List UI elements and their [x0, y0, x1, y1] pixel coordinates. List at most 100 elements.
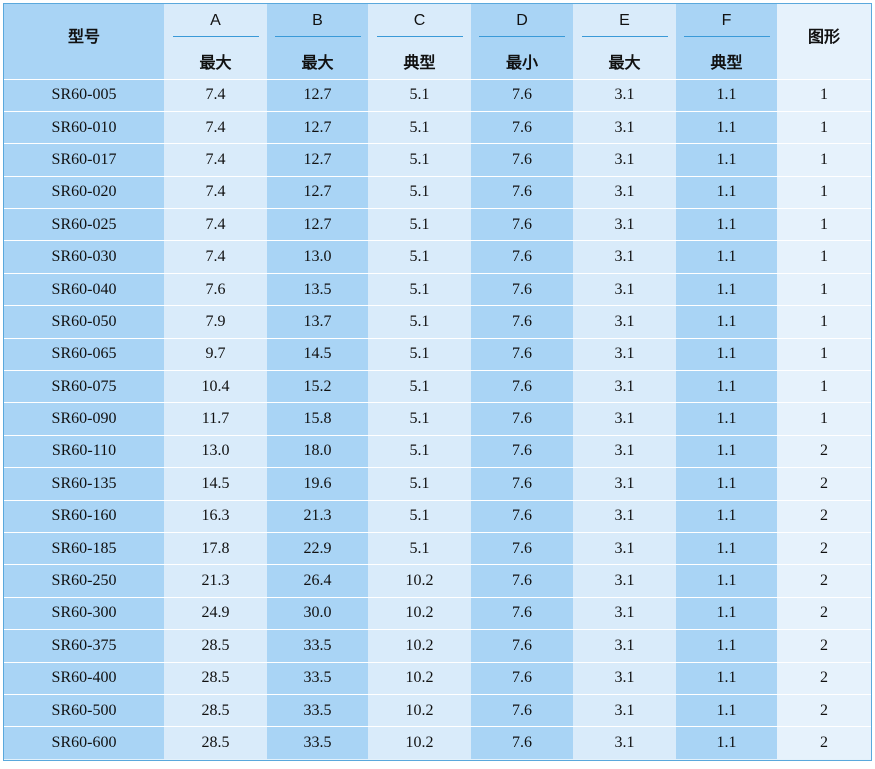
cell-f: 1.1 — [676, 402, 777, 436]
cell-e: 3.1 — [573, 499, 676, 533]
cell-a: 13.0 — [164, 434, 267, 468]
cell-shape: 1 — [777, 305, 871, 339]
cell-c: 10.2 — [368, 564, 471, 598]
cell-d: 7.6 — [471, 370, 573, 403]
cell-e: 3.1 — [573, 434, 676, 468]
cell-f: 1.1 — [676, 208, 777, 241]
cell-d: 7.6 — [471, 693, 573, 727]
cell-d: 7.6 — [471, 661, 573, 695]
cell-a: 21.3 — [164, 564, 267, 598]
table-body: SR60-005 7.4 12.7 5.1 7.6 3.1 1.1 1 SR60-010 7.4 1… — [4, 78, 871, 760]
cell-b: 12.7 — [267, 208, 368, 241]
cell-d: 7.6 — [471, 143, 573, 177]
cell-a: 17.8 — [164, 531, 267, 565]
cell-e: 3.1 — [573, 305, 676, 339]
cell-model: SR60-065 — [4, 337, 164, 371]
table-header: 型号 A B C D E F 图形 最大 最大 典型 最小 最大 典型 — [4, 4, 871, 80]
cell-model: SR60-050 — [4, 305, 164, 339]
cell-d: 7.6 — [471, 434, 573, 468]
header-letter: B — [274, 12, 361, 37]
cell-c: 10.2 — [368, 661, 471, 695]
cell-model: SR60-160 — [4, 499, 164, 533]
cell-b: 18.0 — [267, 434, 368, 468]
table-row: SR60-075 10.4 15.2 5.1 7.6 3.1 1.1 1 — [4, 370, 871, 403]
header-col-e: E — [573, 4, 676, 44]
cell-d: 7.6 — [471, 402, 573, 436]
cell-f: 1.1 — [676, 272, 777, 306]
cell-shape: 1 — [777, 370, 871, 403]
cell-b: 33.5 — [267, 629, 368, 663]
header-col-f: F — [676, 4, 777, 44]
table-row: SR60-500 28.5 33.5 10.2 7.6 3.1 1.1 2 — [4, 693, 871, 727]
cell-b: 33.5 — [267, 661, 368, 695]
table-row: SR60-030 7.4 13.0 5.1 7.6 3.1 1.1 1 — [4, 240, 871, 274]
header-qualifier: 典型 — [368, 44, 471, 80]
cell-f: 1.1 — [676, 78, 777, 112]
cell-e: 3.1 — [573, 531, 676, 565]
cell-d: 7.6 — [471, 531, 573, 565]
cell-f: 1.1 — [676, 175, 777, 209]
cell-f: 1.1 — [676, 143, 777, 177]
header-qualifier: 最大 — [267, 44, 368, 80]
header-col-b: B — [267, 4, 368, 44]
table-row: SR60-040 7.6 13.5 5.1 7.6 3.1 1.1 1 — [4, 272, 871, 306]
cell-c: 5.1 — [368, 272, 471, 306]
cell-e: 3.1 — [573, 661, 676, 695]
table-row: SR60-110 13.0 18.0 5.1 7.6 3.1 1.1 2 — [4, 434, 871, 468]
cell-c: 5.1 — [368, 78, 471, 112]
table-row: SR60-300 24.9 30.0 10.2 7.6 3.1 1.1 2 — [4, 596, 871, 630]
cell-b: 12.7 — [267, 175, 368, 209]
cell-c: 5.1 — [368, 208, 471, 241]
cell-e: 3.1 — [573, 272, 676, 306]
cell-c: 10.2 — [368, 693, 471, 727]
cell-e: 3.1 — [573, 564, 676, 598]
cell-b: 19.6 — [267, 467, 368, 501]
header-letter: E — [581, 12, 668, 37]
cell-a: 7.4 — [164, 78, 267, 112]
header-col-d: D — [471, 4, 573, 44]
cell-b: 12.7 — [267, 78, 368, 112]
cell-e: 3.1 — [573, 467, 676, 501]
cell-a: 7.6 — [164, 272, 267, 306]
cell-shape: 2 — [777, 629, 871, 663]
cell-model: SR60-250 — [4, 564, 164, 598]
cell-e: 3.1 — [573, 337, 676, 371]
cell-c: 5.1 — [368, 143, 471, 177]
cell-a: 7.4 — [164, 175, 267, 209]
cell-c: 5.1 — [368, 175, 471, 209]
cell-c: 5.1 — [368, 305, 471, 339]
cell-shape: 2 — [777, 467, 871, 501]
header-qualifier: 最大 — [573, 44, 676, 80]
cell-shape: 1 — [777, 337, 871, 371]
table-row: SR60-065 9.7 14.5 5.1 7.6 3.1 1.1 1 — [4, 337, 871, 371]
cell-b: 30.0 — [267, 596, 368, 630]
cell-d: 7.6 — [471, 499, 573, 533]
cell-c: 5.1 — [368, 240, 471, 274]
cell-e: 3.1 — [573, 175, 676, 209]
cell-model: SR60-375 — [4, 629, 164, 663]
cell-f: 1.1 — [676, 629, 777, 663]
spec-table-container: 型号 A B C D E F 图形 最大 最大 典型 最小 最大 典型 SR60… — [3, 3, 872, 761]
cell-d: 7.6 — [471, 272, 573, 306]
header-qualifier: 典型 — [676, 44, 777, 80]
cell-c: 10.2 — [368, 596, 471, 630]
cell-b: 13.5 — [267, 272, 368, 306]
table-row: SR60-400 28.5 33.5 10.2 7.6 3.1 1.1 2 — [4, 661, 871, 695]
cell-d: 7.6 — [471, 726, 573, 760]
cell-a: 16.3 — [164, 499, 267, 533]
cell-model: SR60-600 — [4, 726, 164, 760]
cell-b: 15.8 — [267, 402, 368, 436]
cell-model: SR60-135 — [4, 467, 164, 501]
cell-b: 21.3 — [267, 499, 368, 533]
cell-model: SR60-025 — [4, 208, 164, 241]
table-row: SR60-600 28.5 33.5 10.2 7.6 3.1 1.1 2 — [4, 726, 871, 760]
cell-f: 1.1 — [676, 305, 777, 339]
cell-model: SR60-040 — [4, 272, 164, 306]
cell-b: 12.7 — [267, 110, 368, 144]
cell-model: SR60-010 — [4, 110, 164, 144]
cell-model: SR60-020 — [4, 175, 164, 209]
cell-f: 1.1 — [676, 661, 777, 695]
cell-d: 7.6 — [471, 78, 573, 112]
cell-e: 3.1 — [573, 208, 676, 241]
cell-b: 26.4 — [267, 564, 368, 598]
